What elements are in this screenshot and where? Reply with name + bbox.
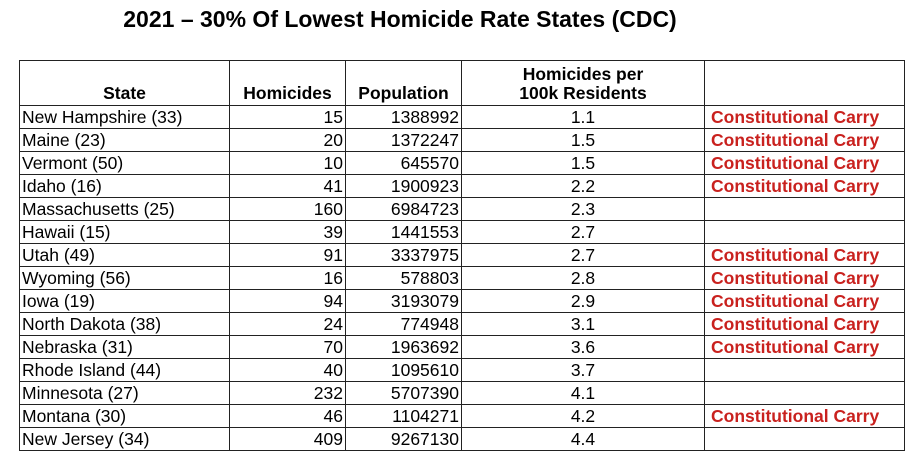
cell-state: Minnesota (27) bbox=[19, 381, 230, 405]
table-row: Vermont (50) 10 645570 1.5 Constitutional Ca… bbox=[19, 151, 905, 175]
cell-rate: 4.2 bbox=[461, 404, 705, 428]
cell-carry bbox=[704, 427, 905, 451]
header-row: State Homicides Population Homicides per… bbox=[19, 60, 905, 106]
cell-state: Montana (30) bbox=[19, 404, 230, 428]
cell-rate: 2.3 bbox=[461, 197, 705, 221]
cell-carry: Constitutional Carry bbox=[704, 174, 905, 198]
cell-homicides: 160 bbox=[229, 197, 346, 221]
cell-population: 1963692 bbox=[345, 335, 462, 359]
cell-rate: 2.9 bbox=[461, 289, 705, 313]
header-rate: Homicides per 100k Residents bbox=[461, 60, 705, 106]
cell-rate: 1.5 bbox=[461, 128, 705, 152]
table-row: Nebraska (31) 70 1963692 3.6 Constitutional … bbox=[19, 335, 905, 359]
cell-rate: 4.4 bbox=[461, 427, 705, 451]
cell-state: Wyoming (56) bbox=[19, 266, 230, 290]
cell-rate: 3.6 bbox=[461, 335, 705, 359]
cell-population: 1441553 bbox=[345, 220, 462, 244]
cell-carry: Constitutional Carry bbox=[704, 266, 905, 290]
table-row: Rhode Island (44) 40 1095610 3.7 bbox=[19, 358, 905, 382]
cell-homicides: 409 bbox=[229, 427, 346, 451]
cell-homicides: 10 bbox=[229, 151, 346, 175]
table-row: Hawaii (15) 39 1441553 2.7 bbox=[19, 220, 905, 244]
cell-population: 1388992 bbox=[345, 105, 462, 129]
cell-population: 774948 bbox=[345, 312, 462, 336]
cell-state: North Dakota (38) bbox=[19, 312, 230, 336]
cell-rate: 1.5 bbox=[461, 151, 705, 175]
cell-homicides: 46 bbox=[229, 404, 346, 428]
cell-homicides: 24 bbox=[229, 312, 346, 336]
cell-carry: Constitutional Carry bbox=[704, 243, 905, 267]
cell-state: Iowa (19) bbox=[19, 289, 230, 313]
cell-homicides: 40 bbox=[229, 358, 346, 382]
cell-rate: 3.1 bbox=[461, 312, 705, 336]
table-row: Massachusetts (25) 160 6984723 2.3 bbox=[19, 197, 905, 221]
cell-population: 1095610 bbox=[345, 358, 462, 382]
cell-population: 1900923 bbox=[345, 174, 462, 198]
cell-population: 5707390 bbox=[345, 381, 462, 405]
cell-population: 578803 bbox=[345, 266, 462, 290]
cell-carry: Constitutional Carry bbox=[704, 404, 905, 428]
cell-carry bbox=[704, 358, 905, 382]
cell-state: Maine (23) bbox=[19, 128, 230, 152]
cell-homicides: 232 bbox=[229, 381, 346, 405]
cell-carry: Constitutional Carry bbox=[704, 289, 905, 313]
cell-rate: 2.7 bbox=[461, 243, 705, 267]
cell-rate: 2.2 bbox=[461, 174, 705, 198]
table-row: New Jersey (34) 409 9267130 4.4 bbox=[19, 427, 905, 451]
cell-carry: Constitutional Carry bbox=[704, 128, 905, 152]
table-row: Utah (49) 91 3337975 2.7 Constitutional Carr… bbox=[19, 243, 905, 267]
cell-homicides: 20 bbox=[229, 128, 346, 152]
cell-state: Massachusetts (25) bbox=[19, 197, 230, 221]
cell-rate: 1.1 bbox=[461, 105, 705, 129]
header-carry bbox=[704, 60, 905, 106]
cell-homicides: 41 bbox=[229, 174, 346, 198]
cell-homicides: 70 bbox=[229, 335, 346, 359]
table-row: Iowa (19) 94 3193079 2.9 Constitutional Carr… bbox=[19, 289, 905, 313]
cell-carry: Constitutional Carry bbox=[704, 105, 905, 129]
cell-homicides: 91 bbox=[229, 243, 346, 267]
cell-homicides: 16 bbox=[229, 266, 346, 290]
cell-carry: Constitutional Carry bbox=[704, 151, 905, 175]
table-row: Maine (23) 20 1372247 1.5 Constitutional Car… bbox=[19, 128, 905, 152]
cell-carry: Constitutional Carry bbox=[704, 335, 905, 359]
cell-carry bbox=[704, 381, 905, 405]
cell-carry bbox=[704, 220, 905, 244]
cell-population: 645570 bbox=[345, 151, 462, 175]
cell-rate: 4.1 bbox=[461, 381, 705, 405]
table-row: Minnesota (27) 232 5707390 4.1 bbox=[19, 381, 905, 405]
cell-state: Utah (49) bbox=[19, 243, 230, 267]
cell-population: 1104271 bbox=[345, 404, 462, 428]
cell-population: 6984723 bbox=[345, 197, 462, 221]
cell-homicides: 15 bbox=[229, 105, 346, 129]
homicide-table: State Homicides Population Homicides per… bbox=[19, 60, 905, 451]
cell-carry: Constitutional Carry bbox=[704, 312, 905, 336]
table-row: New Hampshire (33) 15 1388992 1.1 Constituti… bbox=[19, 105, 905, 129]
header-homicides: Homicides bbox=[229, 60, 346, 106]
header-state: State bbox=[19, 60, 230, 106]
cell-rate: 3.7 bbox=[461, 358, 705, 382]
table-row: North Dakota (38) 24 774948 3.1 Constitution… bbox=[19, 312, 905, 336]
cell-state: Vermont (50) bbox=[19, 151, 230, 175]
cell-homicides: 39 bbox=[229, 220, 346, 244]
cell-state: Nebraska (31) bbox=[19, 335, 230, 359]
table-row: Idaho (16) 41 1900923 2.2 Constitutional Car… bbox=[19, 174, 905, 198]
cell-state: New Hampshire (33) bbox=[19, 105, 230, 129]
table-row: Montana (30) 46 1104271 4.2 Constitutional C… bbox=[19, 404, 905, 428]
table-row: Wyoming (56) 16 578803 2.8 Constitutional Ca… bbox=[19, 266, 905, 290]
cell-state: Hawaii (15) bbox=[19, 220, 230, 244]
cell-rate: 2.8 bbox=[461, 266, 705, 290]
cell-population: 1372247 bbox=[345, 128, 462, 152]
cell-rate: 2.7 bbox=[461, 220, 705, 244]
header-population: Population bbox=[345, 60, 462, 106]
cell-homicides: 94 bbox=[229, 289, 346, 313]
cell-population: 3337975 bbox=[345, 243, 462, 267]
cell-population: 3193079 bbox=[345, 289, 462, 313]
cell-population: 9267130 bbox=[345, 427, 462, 451]
page-title: 2021 – 30% Of Lowest Homicide Rate State… bbox=[123, 6, 677, 32]
cell-state: Idaho (16) bbox=[19, 174, 230, 198]
cell-carry bbox=[704, 197, 905, 221]
cell-state: New Jersey (34) bbox=[19, 427, 230, 451]
cell-state: Rhode Island (44) bbox=[19, 358, 230, 382]
